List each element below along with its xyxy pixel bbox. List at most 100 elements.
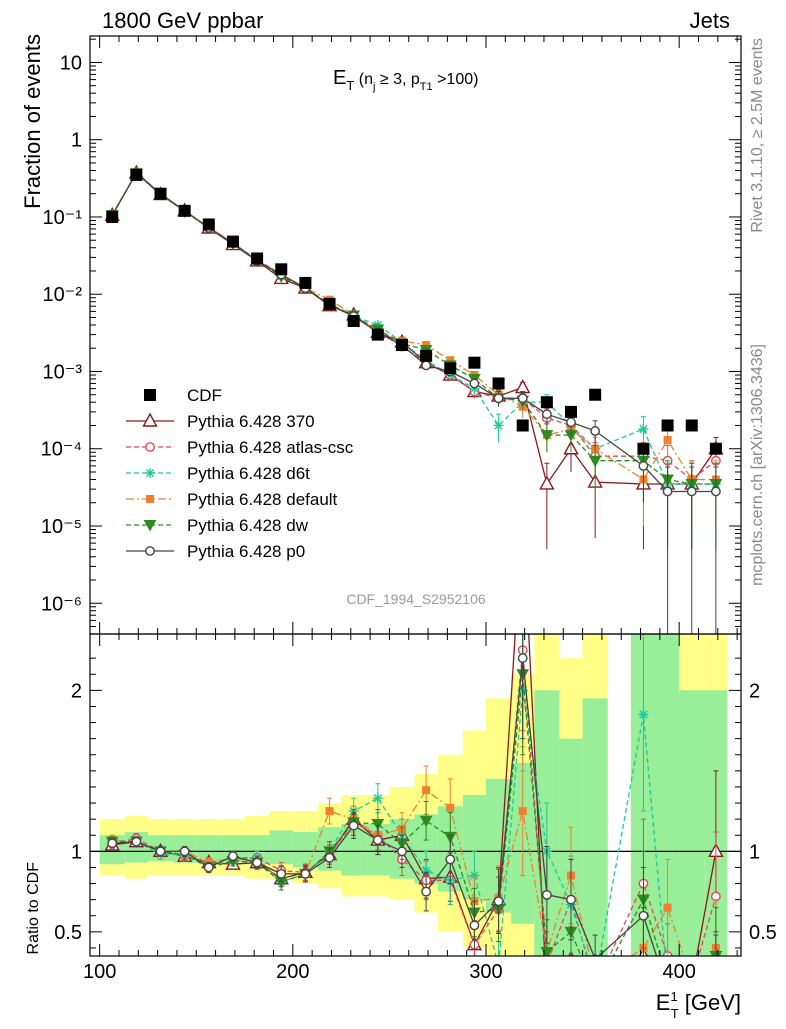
band-inner-bin [269, 830, 293, 865]
main-title: ET (nj ≥ 3, pT1 >100) [333, 67, 478, 93]
ratio-point-p0 [324, 852, 335, 863]
main-point-CDF [251, 252, 264, 265]
ratio-series-group [104, 506, 724, 995]
main-series-group [104, 164, 724, 634]
ratio-point-default [518, 807, 527, 816]
main-point-p370 [539, 475, 555, 490]
main-point-p0 [590, 426, 601, 436]
ratio-point-dw [419, 815, 433, 828]
legend-item-dw: Pythia 6.428 dw [126, 516, 309, 535]
side-label-mcplots: mcplots.cern.ch [arXiv:1306.3436] [749, 344, 766, 586]
main-point-p0 [421, 360, 432, 371]
legend-label: Pythia 6.428 atlas-csc [187, 438, 354, 457]
main-point-CDF [130, 168, 143, 181]
ratio-y-tick-label-left: 0.5 [54, 922, 82, 944]
ratio-point-d6t [372, 793, 383, 804]
ratio-point-p0 [372, 835, 383, 845]
legend-marker [144, 389, 156, 401]
main-point-d6t [493, 420, 504, 431]
ratio-point-p0 [421, 886, 432, 897]
ratio-point-p370 [516, 506, 529, 518]
ratio-point-default [325, 807, 334, 816]
ratio-point-p0 [469, 920, 480, 931]
legend-marker [143, 520, 157, 532]
ratio-point-p0 [712, 963, 720, 971]
band-inner-bin [679, 690, 705, 956]
legend-item-p0: Pythia 6.428 p0 [126, 542, 305, 561]
ratio-x-tick-label: 200 [276, 961, 309, 983]
main-point-p0 [638, 460, 649, 471]
ratio-point-p0 [155, 846, 166, 857]
legend-marker [145, 468, 155, 478]
main-y-tick-labels: 10 1 10⁻¹ 10⁻² 10⁻³ 10⁻⁴ 10⁻⁵ 10⁻⁶ [41, 52, 83, 615]
main-point-p0 [469, 378, 480, 389]
legend-marker [146, 495, 154, 503]
main-point-p0 [662, 486, 673, 497]
main-point-p0 [566, 417, 576, 428]
ratio-point-d6t [469, 870, 480, 881]
ratio-point-dw [371, 818, 385, 831]
ratio-point-p0 [276, 868, 287, 879]
ratio-ylabel: Ratio to CDF [25, 862, 42, 955]
ratio-point-p0 [638, 910, 649, 921]
main-point-p0 [493, 393, 504, 404]
ratio-point-d6t [590, 975, 600, 985]
legend-item-CDF: CDF [144, 386, 222, 405]
band-inner-bin [221, 835, 245, 863]
main-y-tick-label: 10⁻⁴ [41, 439, 82, 461]
legend-marker [142, 412, 158, 427]
main-y-tick-label: 1 [71, 130, 82, 152]
legend-label: CDF [187, 386, 222, 405]
main-point-CDF [202, 218, 215, 231]
main-point-CDF [637, 442, 650, 455]
legend-label: Pythia 6.428 dw [187, 516, 309, 535]
legend-label: Pythia 6.428 370 [187, 412, 315, 431]
main-y-tick-label: 10⁻¹ [43, 207, 83, 229]
main-point-CDF [540, 396, 553, 409]
main-point-CDF [226, 235, 239, 248]
ratio-point-d6t [421, 865, 432, 876]
ratio-point-dw [590, 985, 601, 995]
legend-item-default: Pythia 6.428 default [126, 490, 338, 509]
legend-marker [145, 546, 155, 556]
ratio-point-default [422, 786, 431, 795]
main-point-CDF [516, 419, 529, 432]
ratio-y-tick-label-left: 1 [71, 841, 82, 863]
ratio-y-tick-label-right: 2 [749, 680, 760, 702]
ratio-point-p0 [566, 894, 576, 905]
ratio-bands [99, 634, 728, 956]
ratio-line-p370 [112, 634, 717, 956]
main-point-CDF [420, 349, 433, 362]
ratio-point-default [446, 803, 455, 812]
main-y-tick-label: 10⁻⁵ [41, 516, 82, 538]
legend-label: Pythia 6.428 d6t [187, 464, 310, 483]
ratio-point-p0 [252, 857, 262, 868]
main-point-CDF [371, 328, 384, 341]
plot-layer: 10 1 10⁻¹ 10⁻² 10⁻³ 10⁻⁴ 10⁻⁵ 10⁻⁶ 100 200 300 400 0… [41, 35, 777, 995]
main-point-p0 [541, 409, 552, 420]
ratio-point-p0 [517, 653, 528, 664]
main-point-p370 [515, 379, 531, 394]
main-point-CDF [395, 339, 408, 352]
main-point-CDF [106, 210, 119, 223]
band-inner-bin [462, 795, 487, 900]
main-point-CDF [685, 419, 698, 432]
main-point-CDF [565, 405, 578, 418]
main-point-CDF [709, 442, 722, 455]
legend-label: Pythia 6.428 default [187, 490, 338, 509]
ratio-series-atlas_csc [107, 634, 721, 956]
legend: CDF Pythia 6.428 370 Pythia 6.428 atlas-cs… [126, 386, 354, 561]
legend-marker [145, 442, 155, 452]
ratio-x-tick-label: 300 [469, 961, 502, 983]
main-y-tick-label: 10 [60, 52, 82, 74]
main-point-d6t [469, 383, 480, 394]
legend-label: Pythia 6.428 p0 [187, 542, 305, 561]
main-point-default [446, 356, 455, 365]
side-label-rivet: Rivet 3.1.10, ≥ 2.5M events [749, 38, 766, 233]
header-right: Jets [690, 8, 730, 33]
ratio-point-default [663, 903, 672, 912]
main-series-CDF [106, 168, 722, 455]
ratio-x-tick-label: 400 [662, 961, 695, 983]
main-point-CDF [468, 356, 481, 369]
